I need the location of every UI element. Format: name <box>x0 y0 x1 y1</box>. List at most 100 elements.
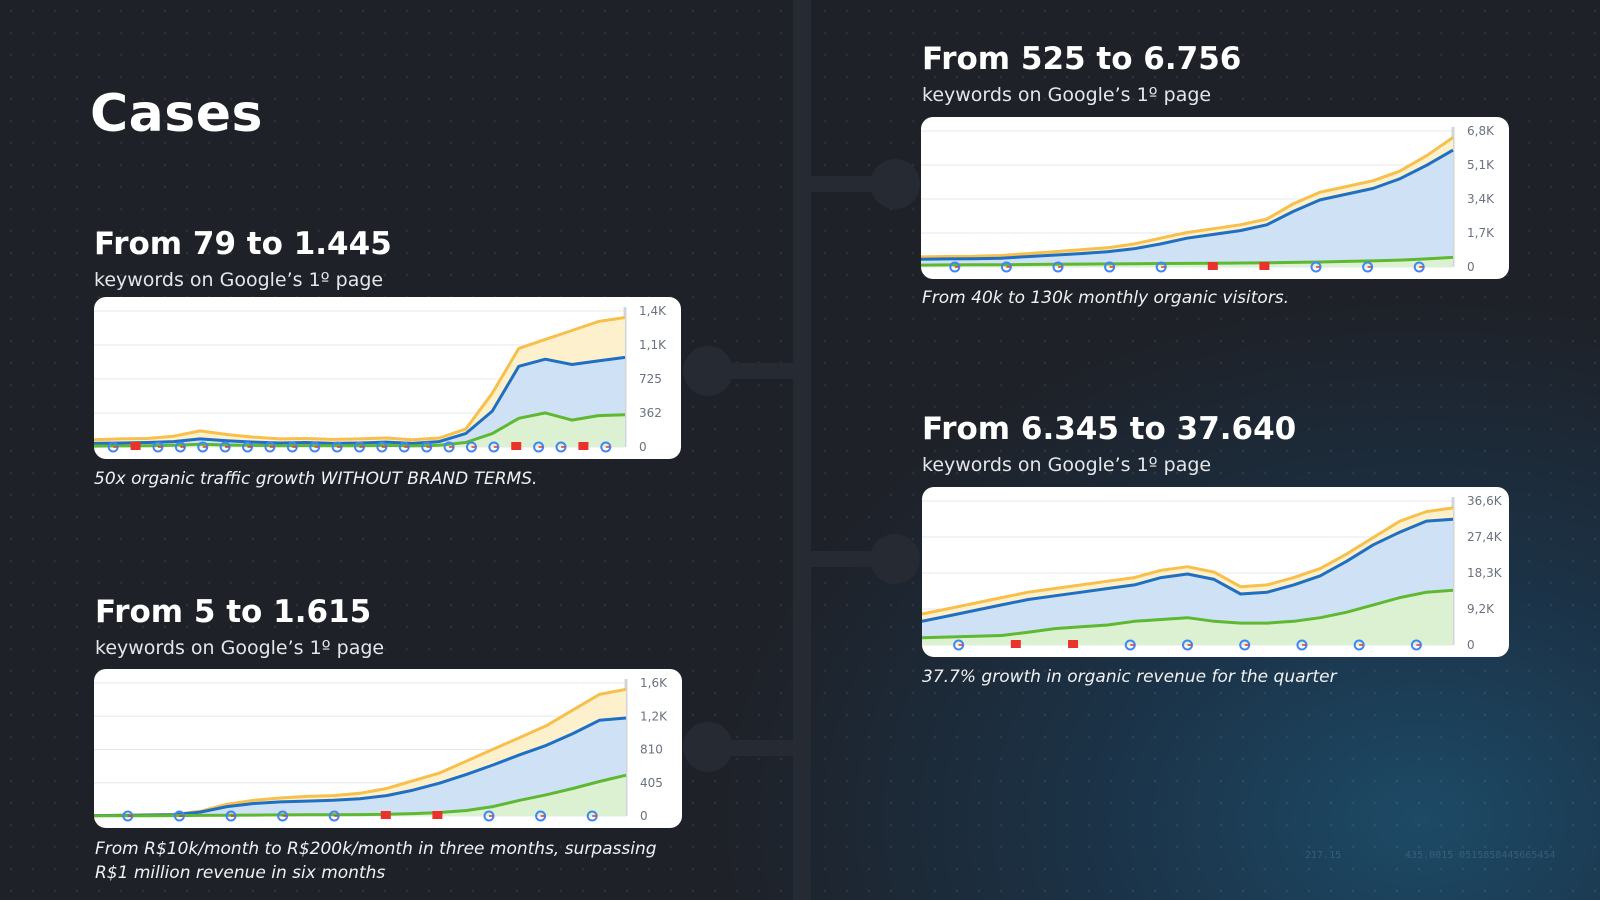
series-area-1 <box>922 519 1453 645</box>
google-marker-ring <box>173 810 185 822</box>
google-marker <box>1104 261 1116 273</box>
timeline-line <box>793 0 811 900</box>
case-2-chart: 1,6K 1,2K 810 405 0 <box>94 676 668 823</box>
timeline-node-case-1 <box>683 346 733 396</box>
google-marker <box>600 441 612 453</box>
y-tick-label: 1,4K <box>639 304 667 318</box>
google-marker-ring <box>953 639 965 651</box>
google-marker <box>1296 639 1308 651</box>
case-4-header: From 6.345 to 37.640 keywords on Google’… <box>922 410 1296 478</box>
page-title: Cases <box>90 84 263 144</box>
google-marker-ring <box>1296 639 1308 651</box>
google-marker <box>1413 261 1425 273</box>
google-marker-ring <box>174 441 186 453</box>
google-marker <box>122 810 134 822</box>
google-marker-ring <box>1413 261 1425 273</box>
y-tick-label: 6,8K <box>1467 124 1495 138</box>
google-marker <box>309 441 321 453</box>
google-marker-ring <box>286 441 298 453</box>
y-tick-label: 0 <box>1467 638 1475 652</box>
flag-marker-body <box>130 442 141 450</box>
google-marker-ring <box>533 441 545 453</box>
decorative-number-b: 435.0015 0515858445665454 <box>1405 850 1556 861</box>
google-marker <box>535 810 547 822</box>
flag-marker-body <box>1207 262 1218 270</box>
y-tick-label: 0 <box>639 440 647 454</box>
flag-marker <box>432 811 443 819</box>
google-marker <box>376 441 388 453</box>
series-line-0 <box>94 316 626 442</box>
flag-marker <box>1010 640 1021 648</box>
timeline-node-case-3 <box>870 159 920 209</box>
y-tick-label: 18,3K <box>1467 566 1503 580</box>
google-marker <box>1124 639 1136 651</box>
y-tick-label: 810 <box>640 743 663 757</box>
google-marker <box>219 441 231 453</box>
google-marker-ring <box>122 810 134 822</box>
flag-marker-body <box>380 811 391 819</box>
case-3-subtitle: keywords on Google’s 1º page <box>922 84 1212 106</box>
case-1-caption: 50x organic traffic growth WITHOUT BRAND… <box>94 469 538 489</box>
google-marker <box>277 810 289 822</box>
y-tick-label: 405 <box>640 776 663 790</box>
google-marker <box>197 441 209 453</box>
google-marker-ring <box>421 441 433 453</box>
case-3-chart-card: 6,8K 5,1K 3,4K 1,7K 0 <box>921 117 1509 279</box>
google-marker-ring <box>1155 261 1167 273</box>
google-marker-ring <box>949 261 961 273</box>
case-3-chart: 6,8K 5,1K 3,4K 1,7K 0 <box>921 124 1495 274</box>
series-area-1 <box>94 718 626 816</box>
flag-marker <box>511 442 522 450</box>
google-marker-ring <box>309 441 321 453</box>
google-marker <box>1155 261 1167 273</box>
google-marker <box>1353 639 1365 651</box>
google-marker <box>242 441 254 453</box>
google-marker <box>533 441 545 453</box>
y-tick-label: 1,6K <box>640 676 668 690</box>
case-2-caption: From R$10k/month to R$200k/month in thre… <box>95 839 657 883</box>
series-area-2 <box>94 412 625 447</box>
google-marker <box>328 810 340 822</box>
google-marker-ring <box>535 810 547 822</box>
series-area-2 <box>94 775 626 816</box>
y-tick-label: 0 <box>1467 260 1475 274</box>
flag-marker <box>380 811 391 819</box>
y-tick-label: 1,7K <box>1467 226 1495 240</box>
series-line-2 <box>94 411 626 448</box>
y-tick-label: 0 <box>640 809 648 823</box>
case-4-chart-card: 36,6K 27,4K 18,3K 9,2K 0 <box>922 487 1509 657</box>
google-marker-ring <box>398 441 410 453</box>
google-marker <box>443 441 455 453</box>
google-marker-ring <box>555 441 567 453</box>
google-marker-ring <box>152 441 164 453</box>
y-tick-label: 3,4K <box>1467 192 1495 206</box>
google-marker <box>174 441 186 453</box>
flag-marker-body <box>578 442 589 450</box>
google-marker-ring <box>483 810 495 822</box>
google-marker-ring <box>328 810 340 822</box>
series-area-1 <box>94 357 625 447</box>
google-marker-ring <box>219 441 231 453</box>
google-marker <box>586 810 598 822</box>
google-marker <box>1310 261 1322 273</box>
google-marker-ring <box>354 441 365 453</box>
google-marker <box>225 810 237 822</box>
google-marker <box>488 441 500 453</box>
case-4-subtitle: keywords on Google’s 1º page <box>922 454 1212 476</box>
google-marker-ring <box>197 441 209 453</box>
y-tick-label: 36,6K <box>1467 494 1503 508</box>
series-area-1 <box>921 150 1453 267</box>
case-4-chart: 36,6K 27,4K 18,3K 9,2K 0 <box>922 494 1503 652</box>
series-line-0 <box>921 136 1454 259</box>
flag-marker-body <box>1010 640 1021 648</box>
google-marker <box>286 441 298 453</box>
google-marker-ring <box>443 441 455 453</box>
y-tick-label: 27,4K <box>1467 530 1503 544</box>
y-tick-label: 5,1K <box>1467 158 1495 172</box>
timeline-node-case-2 <box>683 722 733 772</box>
google-marker <box>1239 639 1251 651</box>
google-marker-ring <box>1353 639 1365 651</box>
flag-marker <box>578 442 589 450</box>
y-tick-label: 725 <box>639 372 662 386</box>
google-marker-ring <box>277 810 289 822</box>
